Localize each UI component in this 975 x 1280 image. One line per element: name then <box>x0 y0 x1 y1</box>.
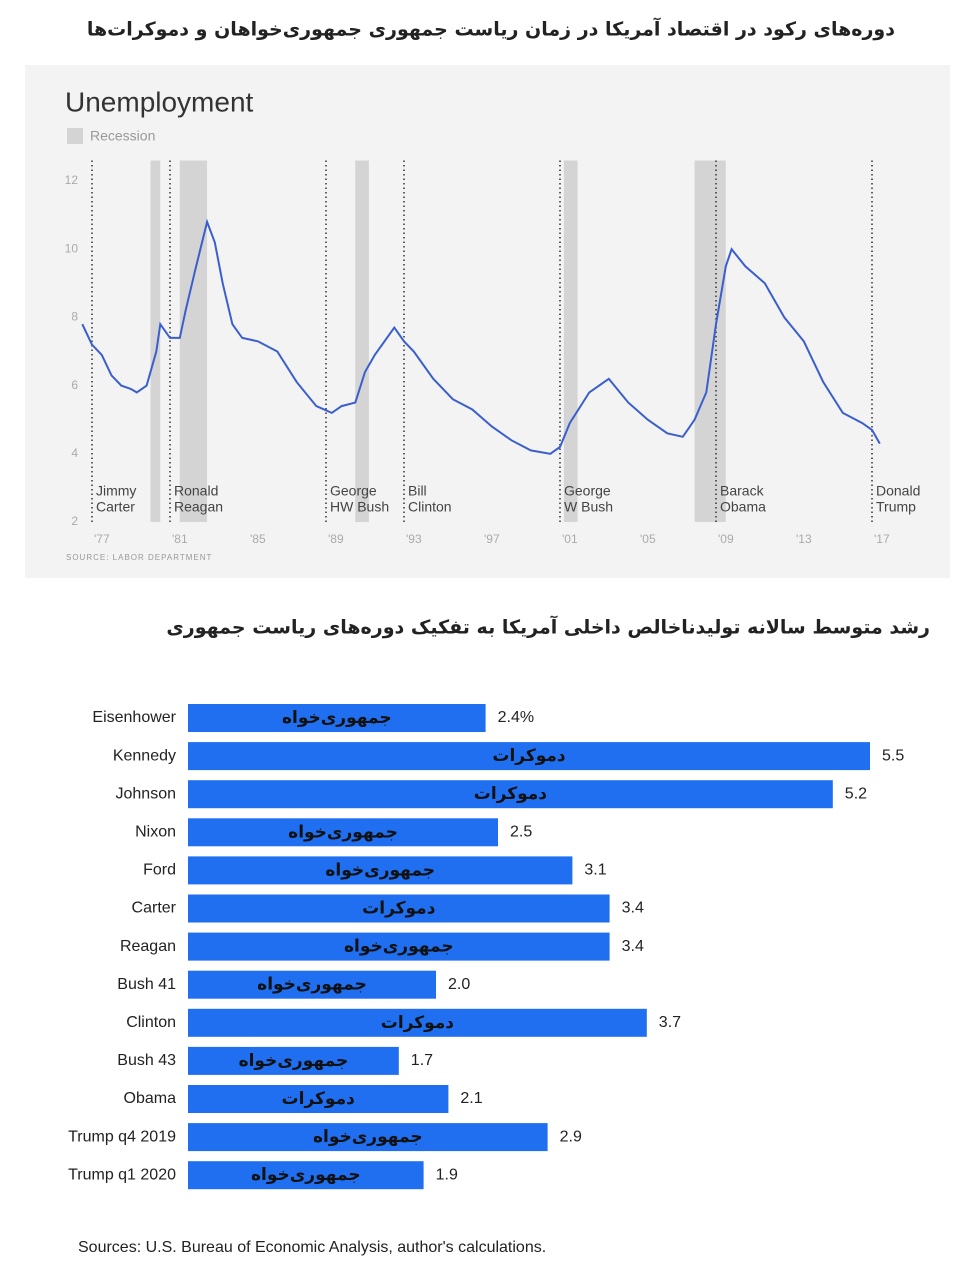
president-label: W Bush <box>564 499 613 515</box>
bar <box>188 1085 449 1113</box>
party-label: جمهوری‌خواه <box>251 1165 361 1185</box>
bar <box>188 856 573 885</box>
value-label: 2.0 <box>448 976 470 993</box>
value-label: 5.5 <box>882 747 904 764</box>
bar <box>188 932 610 961</box>
chart-title: رشد متوسط سالانه تولیدناخالص داخلی آمریک… <box>166 615 930 639</box>
value-label: 5.2 <box>845 785 867 802</box>
recession-band <box>150 160 161 523</box>
x-tick-label: '85 <box>250 532 266 546</box>
party-label: دموکرات <box>381 1013 455 1033</box>
bar <box>188 742 870 771</box>
category-label: Clinton <box>126 1014 176 1031</box>
x-tick-label: '01 <box>562 532 578 546</box>
president-label: Ronald <box>174 483 218 499</box>
president-label: Donald <box>876 483 920 499</box>
x-tick-label: '13 <box>796 532 812 546</box>
category-label: Trump q1 2020 <box>68 1166 176 1183</box>
x-tick-label: '89 <box>328 532 344 546</box>
legend-swatch <box>67 128 83 144</box>
party-label: دموکرات <box>362 899 436 919</box>
category-label: Reagan <box>120 938 176 955</box>
x-tick-label: '77 <box>94 532 110 546</box>
y-tick-label: 6 <box>71 378 78 392</box>
president-label: Obama <box>720 499 766 515</box>
party-label: دموکرات <box>492 746 566 766</box>
president-label: George <box>564 483 611 499</box>
bar <box>188 780 833 809</box>
party-label: جمهوری‌خواه <box>239 1051 349 1071</box>
president-label: Barack <box>720 483 765 499</box>
president-label: Clinton <box>408 499 452 515</box>
recession-band <box>563 160 578 523</box>
chart-title: Unemployment <box>65 86 254 117</box>
source: Sources: U.S. Bureau of Economic Analysi… <box>78 1239 546 1256</box>
source: SOURCE: LABOR DEPARTMENT <box>66 553 212 562</box>
value-label: 1.9 <box>436 1166 458 1183</box>
bar <box>188 1046 399 1075</box>
bar <box>188 1123 548 1152</box>
value-label: 2.5 <box>510 824 532 841</box>
unemployment-line <box>81 218 881 455</box>
recession-band <box>179 160 208 523</box>
category-label: Bush 43 <box>117 1052 176 1069</box>
category-label: Kennedy <box>113 747 176 764</box>
page-title: دوره‌های رکود در اقتصاد آمریکا در زمان ر… <box>87 17 895 41</box>
category-label: Ford <box>143 862 176 879</box>
bar <box>188 1161 424 1190</box>
category-label: Bush 41 <box>117 976 176 993</box>
president-label: Jimmy <box>96 483 136 499</box>
value-label: 3.4 <box>622 900 644 917</box>
party-label: جمهوری‌خواه <box>282 708 392 728</box>
x-tick-label: '17 <box>874 532 890 546</box>
x-tick-label: '97 <box>484 532 500 546</box>
value-label: 3.7 <box>659 1014 681 1031</box>
president-label: Bill <box>408 483 427 499</box>
bar <box>188 818 498 847</box>
party-label: دموکرات <box>282 1089 356 1109</box>
x-tick-label: '05 <box>640 532 656 546</box>
value-label: 2.9 <box>560 1128 582 1145</box>
y-tick-label: 2 <box>71 514 78 528</box>
category-label: Obama <box>124 1090 177 1107</box>
recession-band <box>355 160 369 523</box>
president-label: George <box>330 483 377 499</box>
bar <box>188 1008 647 1037</box>
value-label: 3.1 <box>584 862 606 879</box>
category-label: Trump q4 2019 <box>68 1128 176 1145</box>
y-tick-label: 8 <box>71 310 78 324</box>
value-label: 2.1 <box>460 1090 482 1107</box>
bar <box>188 970 436 999</box>
president-label: HW Bush <box>330 499 389 515</box>
party-label: جمهوری‌خواه <box>257 975 367 995</box>
bar <box>188 894 610 923</box>
party-label: جمهوری‌خواه <box>325 860 435 880</box>
president-label: Carter <box>96 499 135 515</box>
y-tick-label: 4 <box>71 446 78 460</box>
y-tick-label: 10 <box>65 241 79 255</box>
recession-band <box>694 160 726 523</box>
x-tick-label: '81 <box>172 532 188 546</box>
x-tick-label: '09 <box>718 532 734 546</box>
category-label: Johnson <box>116 785 177 802</box>
president-label: Reagan <box>174 499 223 515</box>
chart-panel <box>25 65 950 578</box>
category-label: Eisenhower <box>92 709 176 726</box>
party-label: دموکرات <box>474 784 548 804</box>
legend-label: Recession <box>90 128 155 144</box>
party-label: جمهوری‌خواه <box>313 1127 423 1147</box>
value-label: 1.7 <box>411 1052 433 1069</box>
category-label: Nixon <box>135 824 176 841</box>
president-label: Trump <box>876 499 916 515</box>
party-label: جمهوری‌خواه <box>288 822 398 842</box>
y-tick-label: 12 <box>65 173 79 187</box>
party-label: جمهوری‌خواه <box>344 937 454 957</box>
category-label: Carter <box>132 900 177 917</box>
x-tick-label: '93 <box>406 532 422 546</box>
value-label: 2.4% <box>498 709 534 726</box>
value-label: 3.4 <box>622 938 644 955</box>
bar <box>188 704 486 732</box>
